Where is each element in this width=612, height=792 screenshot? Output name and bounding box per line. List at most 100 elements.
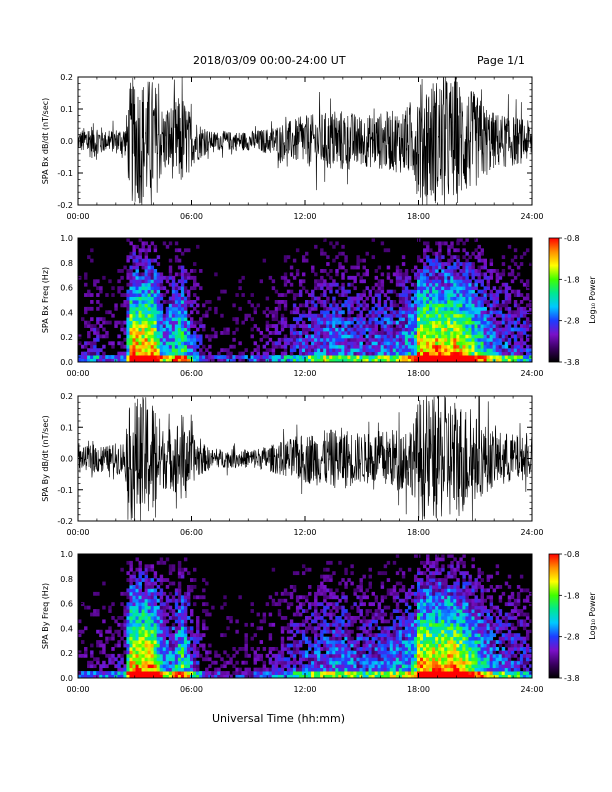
- spectrogram-cell: [501, 255, 506, 260]
- spectrogram-cell: [323, 300, 327, 304]
- spectrogram-cell: [444, 348, 448, 353]
- spectrogram-cell: [495, 334, 500, 339]
- spectrogram-cell: [150, 633, 155, 638]
- spectrogram-cell: [444, 337, 448, 342]
- spectrogram-cell: [332, 317, 336, 322]
- spectrogram-cell: [144, 344, 149, 349]
- spectrogram-cell: [129, 317, 133, 322]
- spectrogram-cell: [196, 664, 200, 669]
- spectrogram-cell: [453, 296, 457, 301]
- spectrogram-cell: [398, 344, 403, 349]
- spectrogram-cell: [262, 612, 267, 617]
- spectrogram-cell: [320, 337, 324, 342]
- spectrogram-cell: [132, 650, 136, 655]
- spectrogram-cell: [404, 320, 409, 325]
- spectrogram-cell: [196, 320, 200, 325]
- spectrogram-cell: [389, 317, 394, 322]
- spectrogram-cell: [84, 674, 88, 679]
- spectrogram-cell: [522, 251, 527, 256]
- spectrogram-cell: [453, 341, 457, 346]
- spectrogram-cell: [338, 657, 342, 662]
- spectrogram-cell: [256, 647, 260, 651]
- spectrogram-cell: [389, 588, 394, 593]
- spectrogram-cell: [404, 341, 409, 346]
- spectrogram-cell: [420, 650, 424, 655]
- spectrogram-cell: [426, 609, 430, 613]
- spectrogram-cell: [423, 598, 427, 603]
- spectrogram-cell: [350, 640, 354, 644]
- spectrogram-cell: [295, 647, 300, 651]
- spectrogram-cell: [138, 289, 142, 294]
- spectrogram-cell: [165, 619, 170, 624]
- spectrogram-cell: [441, 341, 445, 346]
- spectrogram-cell: [426, 327, 430, 332]
- spectrogram-cell: [305, 251, 309, 256]
- spectrogram-cell: [135, 629, 139, 634]
- spectrogram-cell: [265, 313, 270, 318]
- spectrogram-cell: [362, 574, 366, 579]
- spectrogram-cell: [274, 657, 279, 662]
- spectrogram-cell: [413, 331, 418, 335]
- spectrogram-cell: [338, 293, 342, 297]
- spectrogram-cell: [407, 588, 412, 593]
- spectrogram-cell: [274, 358, 279, 363]
- spectrogram-cell: [271, 567, 276, 572]
- spectrogram-cell: [162, 616, 167, 620]
- spectrogram-cell: [344, 255, 348, 260]
- spectrogram-cell: [465, 324, 469, 328]
- spectrogram-cell: [211, 660, 215, 665]
- spectrogram-cell: [465, 313, 469, 318]
- spectrogram-cell: [102, 664, 106, 669]
- spectrogram-cell: [456, 327, 460, 332]
- spectrogram-cell: [147, 358, 152, 363]
- spectrogram-cell: [386, 265, 391, 270]
- spectrogram-cell: [186, 636, 191, 641]
- spectrogram-cell: [426, 612, 430, 617]
- spectrogram-cell: [177, 310, 182, 315]
- spectrogram-cell: [132, 674, 136, 679]
- spectrogram-cell: [326, 313, 330, 318]
- spectrogram-cell: [416, 647, 421, 651]
- spectrogram-cell: [525, 324, 530, 328]
- spectrogram-cell: [162, 640, 167, 644]
- spectrogram-cell: [323, 657, 327, 662]
- spectrogram-cell: [513, 341, 518, 346]
- spectrogram-cell: [147, 588, 152, 593]
- spectrogram-cell: [407, 306, 412, 311]
- spectrogram-cell: [132, 609, 136, 613]
- spectrogram-cell: [193, 351, 197, 356]
- spectrogram-cell: [298, 660, 303, 665]
- spectrogram-cell: [323, 667, 327, 672]
- spectrogram-cell: [380, 327, 385, 332]
- spectrogram-cell: [193, 358, 197, 363]
- spectrogram-cell: [341, 272, 345, 277]
- spectrogram-cell: [504, 306, 509, 311]
- spectrogram-cell: [335, 355, 339, 359]
- spectrogram-cell: [426, 626, 430, 631]
- spectrogram-cell: [144, 671, 149, 675]
- spectrogram-cell: [404, 667, 409, 672]
- spectrogram-cell: [416, 310, 421, 315]
- spectrogram-cell: [453, 300, 457, 304]
- spectrogram-cell: [235, 619, 239, 624]
- spectrogram-cell: [274, 674, 279, 679]
- spectrogram-cell: [129, 674, 133, 679]
- spectrogram-cell: [259, 331, 264, 335]
- spectrogram-cell: [423, 300, 427, 304]
- spectrogram-cell: [123, 626, 127, 631]
- spectrogram-cell: [404, 289, 409, 294]
- spectrogram-cell: [429, 653, 433, 658]
- spectrogram-cell: [459, 351, 463, 356]
- spectrogram-cell: [268, 324, 273, 328]
- spectrogram-cell: [283, 674, 288, 679]
- spectrogram-cell: [332, 612, 336, 617]
- spectrogram-cell: [177, 324, 182, 328]
- spectrogram-cell: [120, 671, 124, 675]
- spectrogram-cell: [138, 650, 142, 655]
- spectrogram-cell: [150, 351, 155, 356]
- spectrogram-cell: [380, 640, 385, 644]
- spectrogram-cell: [305, 348, 309, 353]
- spectrogram-cell: [165, 306, 170, 311]
- spectrogram-cell: [365, 334, 369, 339]
- spectrogram-cell: [81, 317, 85, 322]
